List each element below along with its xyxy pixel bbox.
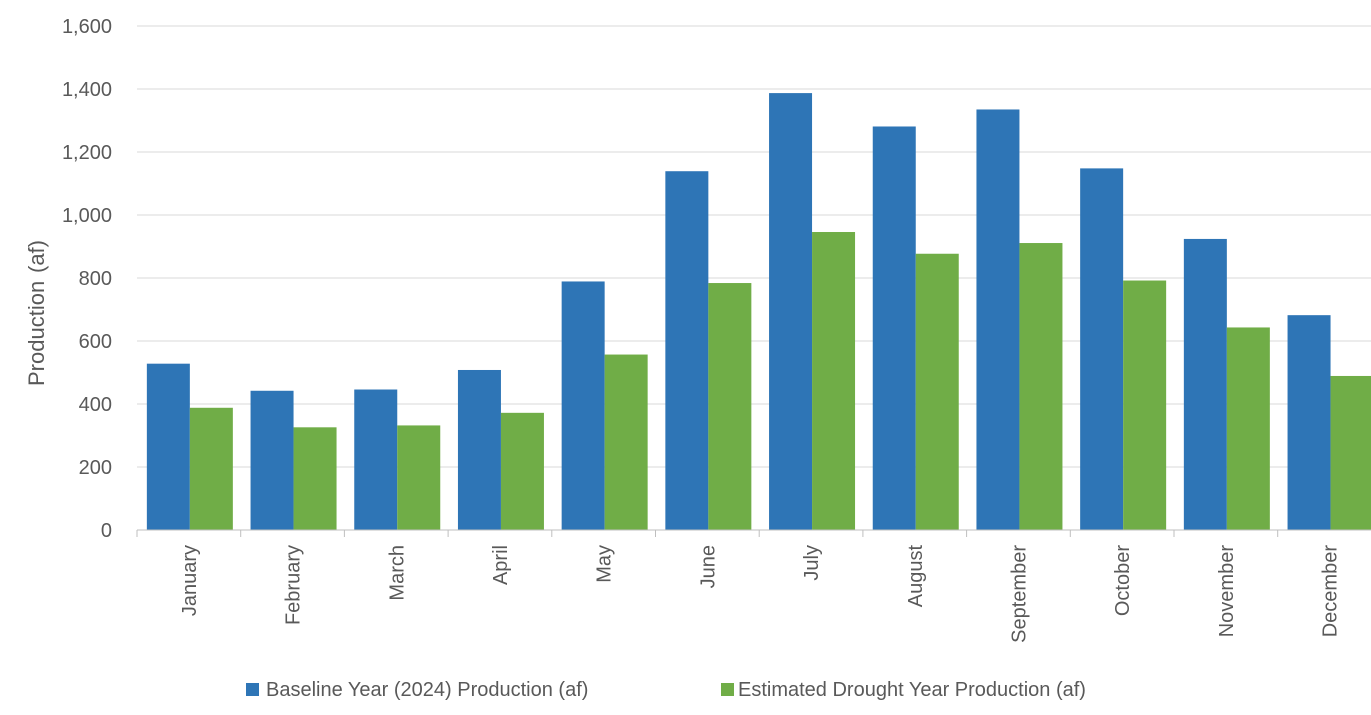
x-tick-label: October (1112, 545, 1134, 616)
x-tick-label: March (386, 545, 408, 601)
bar-baseline (457, 369, 501, 530)
y-tick-label: 200 (79, 457, 112, 479)
bar-baseline (1287, 315, 1331, 530)
x-tick-label: September (1008, 545, 1030, 643)
bar-drought (1019, 243, 1063, 530)
x-tick-label: April (490, 545, 512, 585)
bar-baseline (1183, 238, 1227, 530)
x-tick-label: February (283, 545, 305, 625)
bar-baseline (354, 389, 398, 530)
y-tick-label: 1,000 (62, 205, 112, 227)
legend: Baseline Year (2024) Production (af) Esti… (246, 679, 1086, 701)
bar-drought (915, 253, 959, 530)
bar-drought (397, 425, 441, 530)
bar-drought (604, 354, 648, 530)
x-tick-label: December (1320, 545, 1342, 638)
x-tick-label: June (697, 545, 719, 588)
x-tick-label: May (594, 545, 616, 583)
bar-drought (1330, 375, 1371, 530)
bar-baseline (1080, 168, 1124, 530)
bar-baseline (769, 93, 813, 530)
bar-drought (189, 407, 233, 530)
axes (136, 529, 1371, 537)
legend-swatch-drought (721, 683, 734, 696)
y-tick-label: 800 (79, 268, 112, 290)
x-tick-label: August (905, 545, 927, 608)
bar-baseline (665, 171, 709, 530)
bar-drought (1123, 280, 1167, 530)
bar-baseline (976, 109, 1020, 530)
bar-drought (293, 427, 337, 530)
y-tick-label: 1,600 (62, 16, 112, 38)
bar-drought (1226, 327, 1270, 530)
y-tick-label: 600 (79, 331, 112, 353)
bar-baseline (561, 281, 605, 530)
bar-drought (500, 412, 544, 530)
bar-drought (708, 283, 752, 530)
y-axis-title-unit: (af) (24, 240, 49, 273)
y-tick-label: 1,200 (62, 142, 112, 164)
y-axis-title-text: Production (24, 281, 49, 386)
legend-label-drought: Estimated Drought Year Production (af) (738, 679, 1086, 701)
bar-baseline (146, 363, 190, 530)
x-tick-label: November (1216, 545, 1238, 638)
bar-drought (812, 232, 856, 530)
x-tick-label: January (179, 545, 201, 616)
y-axis-title: Production (af) (24, 240, 49, 386)
y-tick-label: 0 (101, 520, 112, 542)
y-axis-tick-labels: 0 200 400 600 800 1,000 1,200 1,400 1,600 (62, 16, 112, 542)
y-tick-label: 400 (79, 394, 112, 416)
legend-swatch-baseline (246, 683, 259, 696)
bar-baseline (250, 390, 294, 530)
y-tick-label: 1,400 (62, 79, 112, 101)
x-axis-tick-labels: January February March April May June July Augu… (179, 545, 1342, 643)
legend-label-baseline: Baseline Year (2024) Production (af) (266, 679, 588, 701)
bar-baseline (872, 126, 916, 531)
gridlines (137, 25, 1371, 468)
bars (146, 93, 1371, 531)
x-tick-label: July (801, 545, 823, 581)
